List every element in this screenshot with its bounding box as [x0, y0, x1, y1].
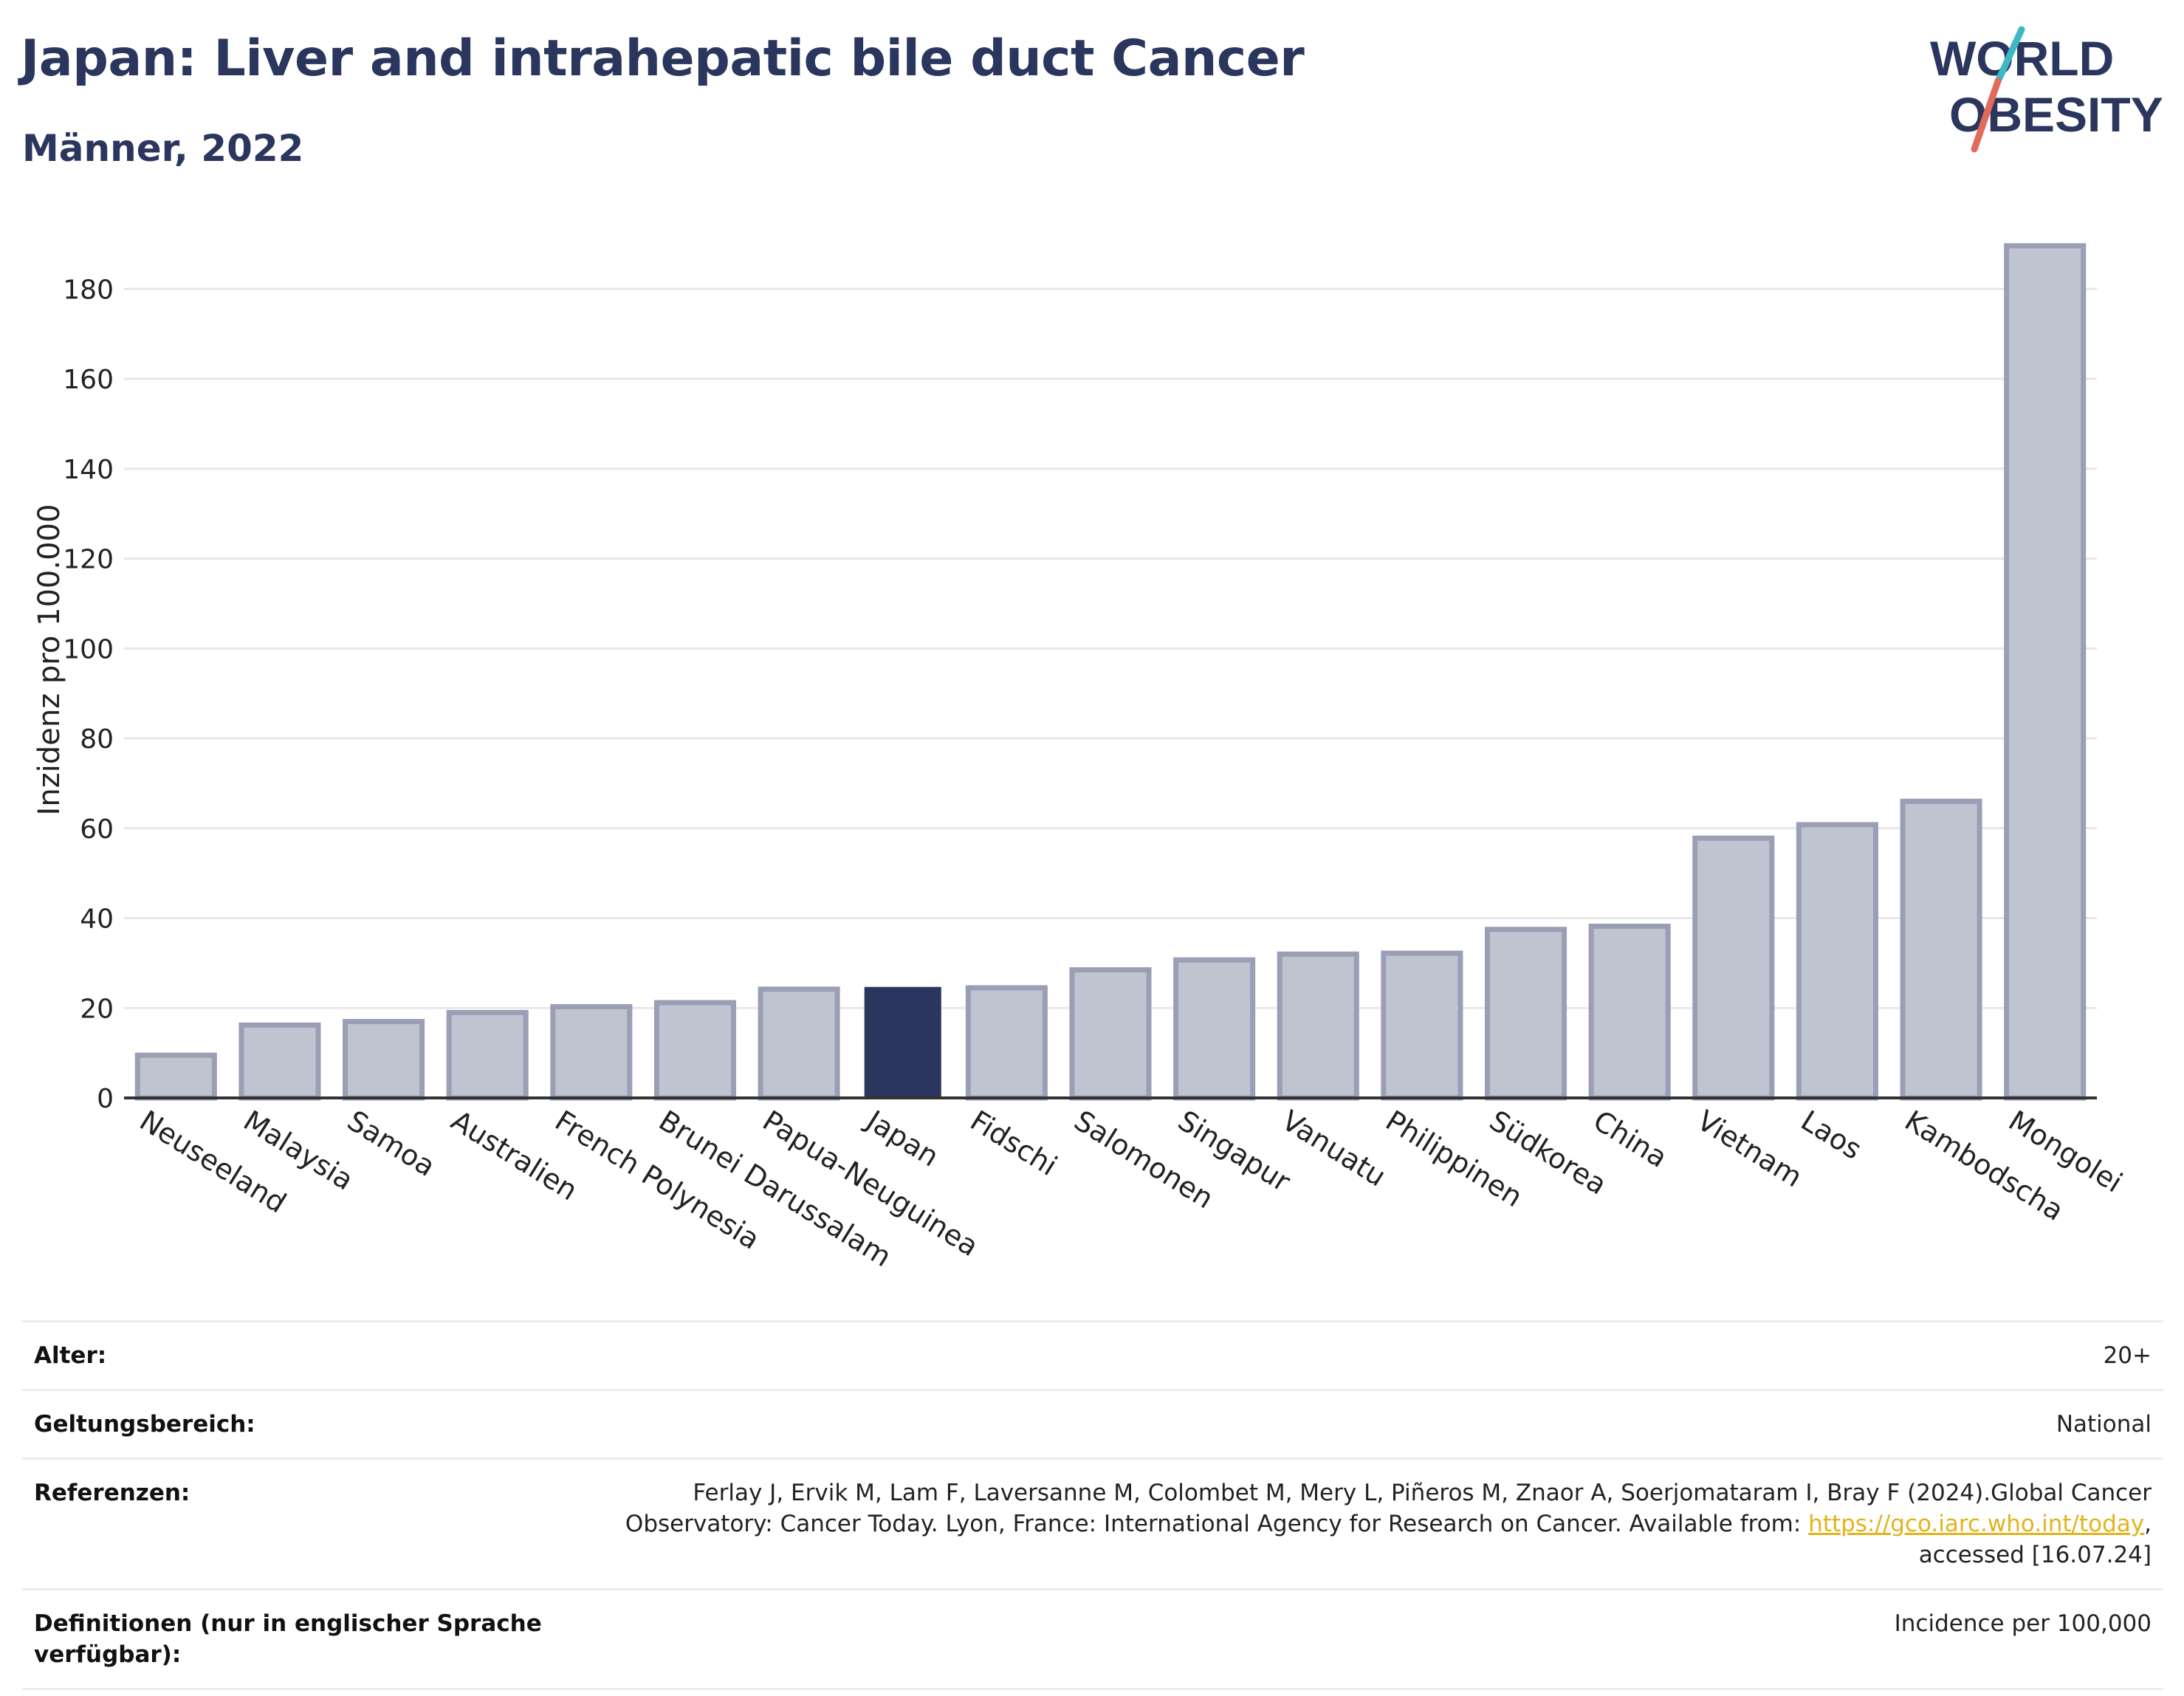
bar-fidschi [965, 985, 1048, 1101]
y-tick-label: 140 [63, 455, 114, 485]
bar-papua-neuguinea [758, 986, 840, 1101]
bar-vietnam [1692, 835, 1775, 1101]
bar-südkorea [1484, 927, 1567, 1101]
bar-singapur [1173, 957, 1256, 1101]
y-tick-label: 100 [63, 634, 114, 665]
bar-french-polynesia [550, 1003, 633, 1101]
bar-neuseeland [134, 1052, 217, 1101]
page-subtitle: Männer, 2022 [22, 127, 304, 170]
bar-japan [864, 986, 941, 1098]
labels: 020406080100120140160180NeuseelandMalays… [32, 275, 2128, 1273]
bars [134, 243, 2087, 1101]
y-tick-label: 80 [80, 724, 114, 755]
metadata-table: Alter: 20+ Geltungsbereich: National Ref… [22, 1320, 2163, 1690]
x-tick-label: China [1587, 1104, 1672, 1174]
x-tick-label: Laos [1796, 1104, 1868, 1166]
page-title: Japan: Liver and intrahepatic bile duct … [21, 30, 1305, 88]
bar-brunei-darussalam [653, 1000, 737, 1101]
y-tick-label: 160 [63, 365, 114, 395]
logo-slash-coral [1971, 78, 2002, 153]
refs-text-2: , accessed [16.07.24] [1918, 1511, 2152, 1568]
bar-laos [1796, 822, 1878, 1101]
meta-refs-label: Referenzen: [22, 1458, 563, 1590]
meta-age-value: 20+ [563, 1320, 2163, 1391]
y-axis-title: Inzidenz pro 100.000 [32, 504, 66, 816]
bar-philippinen [1381, 950, 1463, 1101]
y-tick-label: 60 [80, 814, 114, 845]
meta-row-scope: Geltungsbereich: National [22, 1389, 2163, 1460]
x-tick-label: Vanuatu [1276, 1104, 1391, 1192]
bar-china [1588, 923, 1671, 1101]
y-tick-label: 20 [80, 994, 114, 1024]
bar-chart: 020406080100120140160180NeuseelandMalays… [32, 243, 2128, 1273]
x-tick-label: Vietnam [1692, 1104, 1808, 1193]
meta-row-definitions: Definitionen (nur in englischer Sprache … [22, 1588, 2163, 1690]
refs-link[interactable]: https://gco.iarc.who.int/today [1808, 1511, 2145, 1537]
x-tick-label: Japan [859, 1103, 944, 1173]
y-tick-label: 0 [97, 1084, 114, 1114]
y-tick-label: 180 [63, 275, 114, 305]
logo-slash-teal [1994, 26, 2025, 85]
meta-scope-label: Geltungsbereich: [22, 1389, 563, 1460]
meta-age-label: Alter: [22, 1320, 563, 1391]
y-tick-label: 40 [80, 904, 114, 935]
bar-salomonen [1069, 967, 1152, 1101]
bar-malaysia [238, 1022, 321, 1101]
meta-scope-value: National [563, 1389, 2163, 1460]
meta-row-references: Referenzen: Ferlay J, Ervik M, Lam F, La… [22, 1458, 2163, 1590]
x-tick-label: Fidschi [965, 1104, 1063, 1182]
bar-kambodscha [1900, 798, 1982, 1101]
logo-line1: WORLD [1930, 31, 2114, 86]
refs-text-1: Ferlay J, Ervik M, Lam F, Laversanne M, … [625, 1480, 2152, 1537]
bar-mongolei [2004, 243, 2087, 1101]
bar-australien [446, 1009, 529, 1101]
meta-defs-label: Definitionen (nur in englischer Sprache … [22, 1588, 563, 1690]
world-obesity-logo: WORLD OBESITY [1930, 26, 2163, 153]
meta-refs-value: Ferlay J, Ervik M, Lam F, Laversanne M, … [563, 1458, 2163, 1590]
bar-samoa [343, 1019, 425, 1101]
meta-defs-value: Incidence per 100,000 [563, 1588, 2163, 1690]
meta-row-age: Alter: 20+ [22, 1320, 2163, 1391]
bar-vanuatu [1277, 951, 1359, 1101]
y-tick-label: 120 [63, 545, 114, 575]
